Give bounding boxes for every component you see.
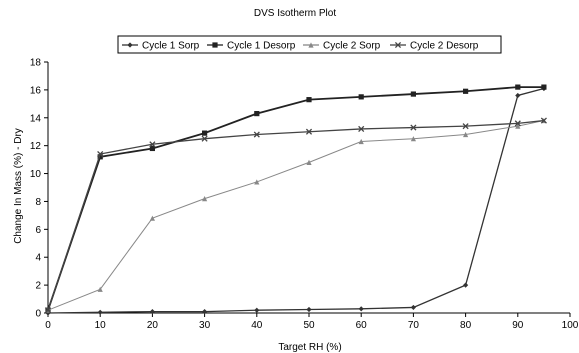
data-point-cycle-1-sorp xyxy=(515,92,521,99)
data-point-cycle-1-sorp xyxy=(202,309,208,315)
y-tick-label: 4 xyxy=(35,253,41,264)
y-axis-label: Change In Mass (%) - Dry xyxy=(13,128,24,244)
data-point-cycle-2-sorp xyxy=(463,131,469,138)
data-point-cycle-2-desorp xyxy=(97,150,104,158)
data-point-cycle-2-desorp xyxy=(514,120,521,127)
data-point-cycle-2-desorp xyxy=(201,135,208,142)
x-tick-label: 70 xyxy=(408,320,420,331)
data-point-cycle-2-sorp xyxy=(358,138,364,145)
series-line-cycle-1-sorp xyxy=(47,87,545,314)
data-point-cycle-1-sorp xyxy=(410,304,416,311)
x-tick-label: 100 xyxy=(562,320,579,331)
data-point-cycle-2-desorp-stroke-b xyxy=(410,124,417,131)
data-point-cycle-2-desorp-stroke-b xyxy=(305,128,313,135)
y-tick-label: 2 xyxy=(35,281,41,292)
data-point-cycle-2-sorp xyxy=(149,215,155,221)
chart-title: DVS Isotherm Plot xyxy=(254,8,336,19)
x-tick-label: 0 xyxy=(45,320,51,331)
data-point-cycle-2-sorp xyxy=(202,196,208,202)
data-point-cycle-2-desorp xyxy=(410,124,417,131)
legend-marker-cycle-1-desorp xyxy=(212,42,218,48)
data-point-cycle-2-desorp-stroke-b xyxy=(97,150,104,158)
plot-area: 0 2 4 6 8 10 12 14 16 18 0 10 20 30 40 50 60 70 80 90 100 xyxy=(30,58,579,332)
data-point-cycle-1-sorp xyxy=(97,309,103,315)
x-tick-label: 30 xyxy=(199,320,211,331)
data-point-cycle-2-desorp xyxy=(44,307,52,314)
legend-marker-cycle-2-sorp xyxy=(308,42,314,48)
data-point-cycle-2-desorp-stroke-b xyxy=(514,120,521,127)
y-tick-label: 6 xyxy=(35,225,41,236)
x-tick-label: 60 xyxy=(356,320,368,331)
data-point-cycle-2-desorp-stroke-b xyxy=(149,141,156,148)
y-tick-label: 12 xyxy=(30,141,42,152)
data-point-cycle-2-sorp xyxy=(515,123,521,129)
data-point-cycle-2-desorp xyxy=(149,141,156,148)
data-point-cycle-2-sorp xyxy=(410,136,416,142)
y-tick-label: 18 xyxy=(30,58,42,69)
data-point-cycle-2-desorp-stroke-b xyxy=(253,131,260,138)
data-point-cycle-2-desorp xyxy=(358,125,365,132)
data-point-cycle-1-sorp xyxy=(149,309,155,315)
data-point-cycle-1-desorp xyxy=(306,97,312,103)
data-point-cycle-2-desorp-stroke-b xyxy=(201,135,208,142)
x-tick-label: 50 xyxy=(303,320,315,331)
data-point-cycle-1-desorp xyxy=(410,91,416,97)
legend-marker-cycle-2-desorp-stroke-b xyxy=(394,41,402,49)
x-tick-label: 10 xyxy=(95,320,107,331)
legend-label-cycle-2-sorp: Cycle 2 Sorp xyxy=(323,41,381,52)
data-point-cycle-2-sorp xyxy=(306,159,312,165)
data-point-cycle-1-desorp xyxy=(541,84,547,90)
series-line-cycle-1-desorp xyxy=(47,86,544,311)
x-tick-label: 40 xyxy=(251,320,263,331)
data-point-cycle-1-sorp xyxy=(254,307,260,313)
data-point-cycle-2-desorp xyxy=(253,131,260,138)
x-tick-label: 20 xyxy=(147,320,159,331)
x-tick-label: 90 xyxy=(512,320,524,331)
data-point-cycle-1-desorp xyxy=(149,145,155,152)
data-point-cycle-1-sorp xyxy=(358,306,364,312)
data-point-cycle-2-sorp xyxy=(254,179,260,185)
series-line-cycle-2-sorp xyxy=(47,120,545,311)
data-point-cycle-2-desorp-stroke-b xyxy=(462,123,469,130)
legend-marker-cycle-1-sorp xyxy=(127,42,133,48)
legend-label-cycle-1-desorp: Cycle 1 Desorp xyxy=(227,41,296,52)
data-point-cycle-1-desorp xyxy=(97,154,103,160)
series-line-cycle-2-desorp xyxy=(47,119,544,311)
legend-label-cycle-2-desorp: Cycle 2 Desorp xyxy=(410,41,479,52)
x-axis-label: Target RH (%) xyxy=(278,342,341,353)
legend-label-cycle-1-sorp: Cycle 1 Sorp xyxy=(142,41,200,52)
y-tick-label: 16 xyxy=(30,85,42,96)
data-point-cycle-2-desorp xyxy=(305,128,313,135)
data-point-cycle-1-desorp xyxy=(463,88,469,94)
y-tick-label: 14 xyxy=(30,113,42,124)
legend: Cycle 1 Sorp Cycle 1 Desorp Cycle 2 Sorp Cy… xyxy=(117,35,502,54)
data-point-cycle-2-desorp-stroke-b xyxy=(540,117,547,124)
y-tick-label: 10 xyxy=(30,169,42,180)
data-point-cycle-2-sorp xyxy=(97,286,103,292)
data-point-cycle-2-desorp xyxy=(540,117,547,124)
x-tick-label: 80 xyxy=(460,320,472,331)
y-tick-label: 0 xyxy=(35,309,41,320)
data-point-cycle-1-desorp xyxy=(515,84,521,90)
data-point-cycle-1-desorp xyxy=(202,130,208,136)
data-point-cycle-2-desorp-stroke-b xyxy=(44,307,52,314)
data-point-cycle-1-desorp xyxy=(254,110,260,117)
y-tick-label: 8 xyxy=(35,197,41,208)
legend-marker-cycle-2-desorp xyxy=(394,41,402,49)
data-point-cycle-2-desorp xyxy=(462,123,469,130)
data-point-cycle-1-desorp xyxy=(358,94,364,100)
data-point-cycle-1-sorp xyxy=(306,306,312,313)
data-point-cycle-1-sorp xyxy=(463,282,469,288)
data-point-cycle-2-desorp-stroke-b xyxy=(358,125,365,132)
